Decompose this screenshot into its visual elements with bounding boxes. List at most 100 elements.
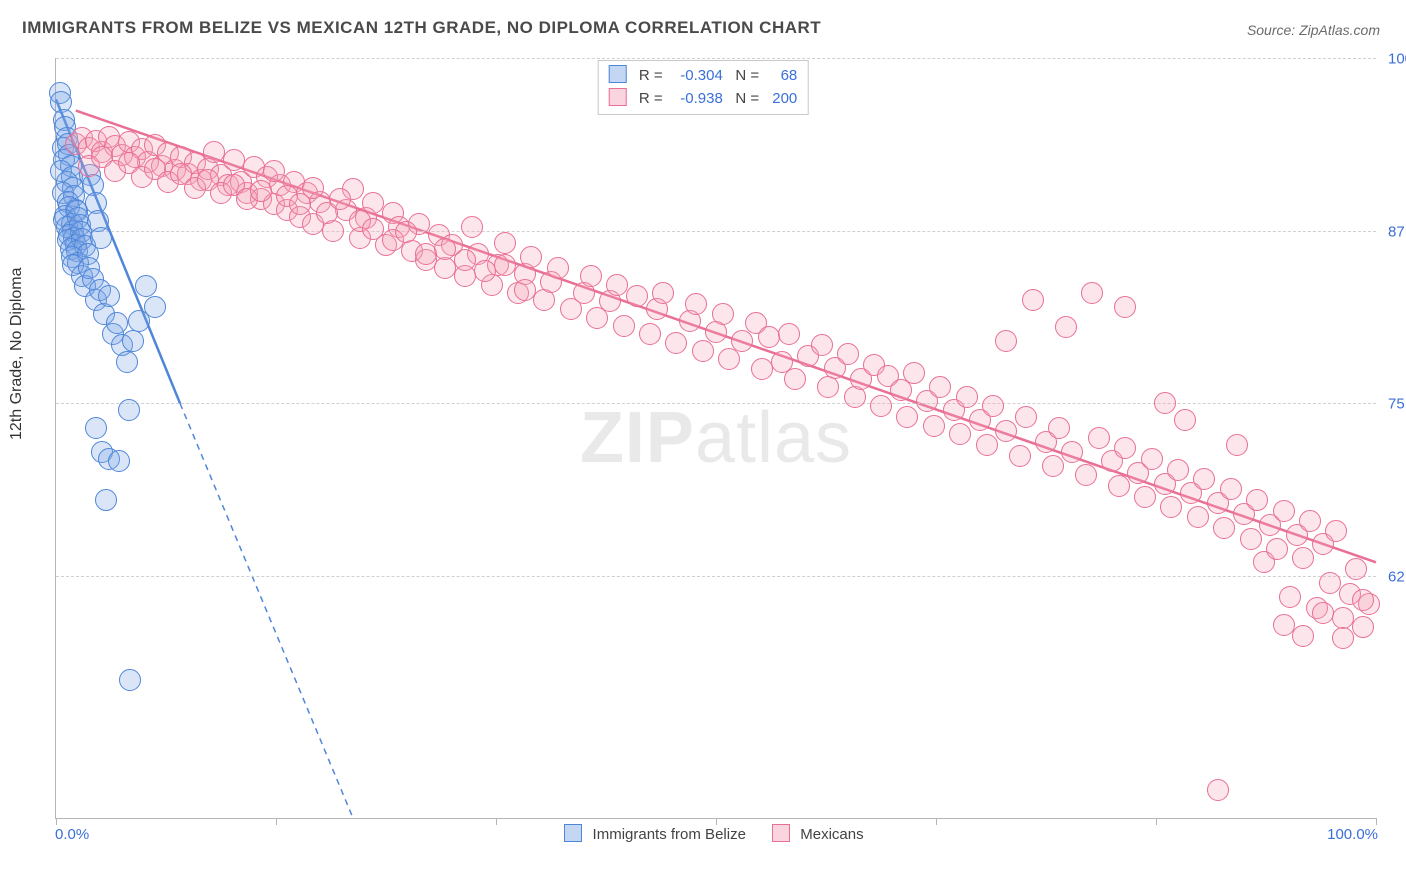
scatter-point [223,149,245,171]
scatter-point [263,160,285,182]
scatter-point [1154,392,1176,414]
scatter-point [85,417,107,439]
scatter-point [665,332,687,354]
scatter-point [1174,409,1196,431]
scatter-point [1226,434,1248,456]
scatter-point [98,285,120,307]
scatter-point [119,669,141,691]
scatter-point [1114,437,1136,459]
scatter-point [1273,500,1295,522]
scatter-point [896,406,918,428]
scatter-point [718,348,740,370]
gridline: 75.0% [56,403,1376,404]
scatter-point [108,450,130,472]
scatter-point [903,362,925,384]
scatter-point [751,358,773,380]
scatter-point [494,232,516,254]
source-label: Source: ZipAtlas.com [1247,22,1380,38]
scatter-point [329,188,351,210]
scatter-point [1332,607,1354,629]
scatter-point [1114,296,1136,318]
scatter-point [1088,427,1110,449]
scatter-point [1009,445,1031,467]
legend-label: Immigrants from Belize [593,826,746,843]
scatter-point [474,260,496,282]
scatter-point [1292,547,1314,569]
scatter-point [90,227,112,249]
scatter-point [929,376,951,398]
scatter-point [778,323,800,345]
scatter-point [1061,441,1083,463]
y-tick-label: 62.5% [1380,569,1406,586]
scatter-point [982,395,1004,417]
chart-plot-area: ZIPatlas 100.0%87.5%75.0%62.5% [55,58,1376,819]
scatter-point [106,312,128,334]
scatter-point [685,293,707,315]
scatter-point [1273,614,1295,636]
scatter-point [415,243,437,265]
scatter-point [784,368,806,390]
gridline: 87.5% [56,231,1376,232]
scatter-point [395,221,417,243]
scatter-point [1279,586,1301,608]
scatter-point [1193,468,1215,490]
scatter-point [1187,506,1209,528]
scatter-point [1055,316,1077,338]
scatter-point [434,257,456,279]
legend-swatch-icon [609,65,627,83]
gridline: 62.5% [56,576,1376,577]
scatter-point [1319,572,1341,594]
gridline: 100.0% [56,58,1376,59]
scatter-point [758,326,780,348]
scatter-point [454,249,476,271]
scatter-point [1022,289,1044,311]
scatter-point [1167,459,1189,481]
scatter-point [514,279,536,301]
scatter-point [995,420,1017,442]
scatter-point [250,180,272,202]
scatter-point [461,216,483,238]
scatter-point [520,246,542,268]
legend-stats-row: R = -0.938 N = 200 [609,88,798,111]
scatter-point [434,238,456,260]
scatter-point [976,434,998,456]
scatter-point [118,399,140,421]
scatter-point [1240,528,1262,550]
scatter-point [580,265,602,287]
legend-label: Mexicans [800,826,863,843]
legend-swatch-icon [564,824,582,842]
scatter-point [949,423,971,445]
scatter-point [1266,538,1288,560]
scatter-point [494,254,516,276]
scatter-point [122,330,144,352]
scatter-point [995,330,1017,352]
scatter-point [547,257,569,279]
scatter-point [1312,602,1334,624]
scatter-point [1207,779,1229,801]
scatter-point [639,323,661,345]
scatter-point [1325,520,1347,542]
y-tick-label: 87.5% [1380,223,1406,240]
chart-title: IMMIGRANTS FROM BELIZE VS MEXICAN 12TH G… [22,18,821,38]
scatter-point [923,415,945,437]
scatter-point [613,315,635,337]
scatter-point [870,395,892,417]
legend-swatch-icon [609,88,627,106]
scatter-point [731,330,753,352]
scatter-point [606,274,628,296]
scatter-point [1048,417,1070,439]
scatter-point [1246,489,1268,511]
scatter-point [811,334,833,356]
y-axis-title: 12th Grade, No Diploma [8,267,26,440]
legend-stats-row: R = -0.304 N = 68 [609,65,798,88]
y-tick-label: 100.0% [1380,51,1406,68]
scatter-point [144,296,166,318]
scatter-point [203,141,225,163]
scatter-point [712,303,734,325]
scatter-point [1141,448,1163,470]
scatter-point [1292,625,1314,647]
scatter-point [1160,496,1182,518]
scatter-point [116,351,138,373]
legend-stats: R = -0.304 N = 68 R = -0.938 N = 200 [598,60,809,115]
scatter-point [626,285,648,307]
